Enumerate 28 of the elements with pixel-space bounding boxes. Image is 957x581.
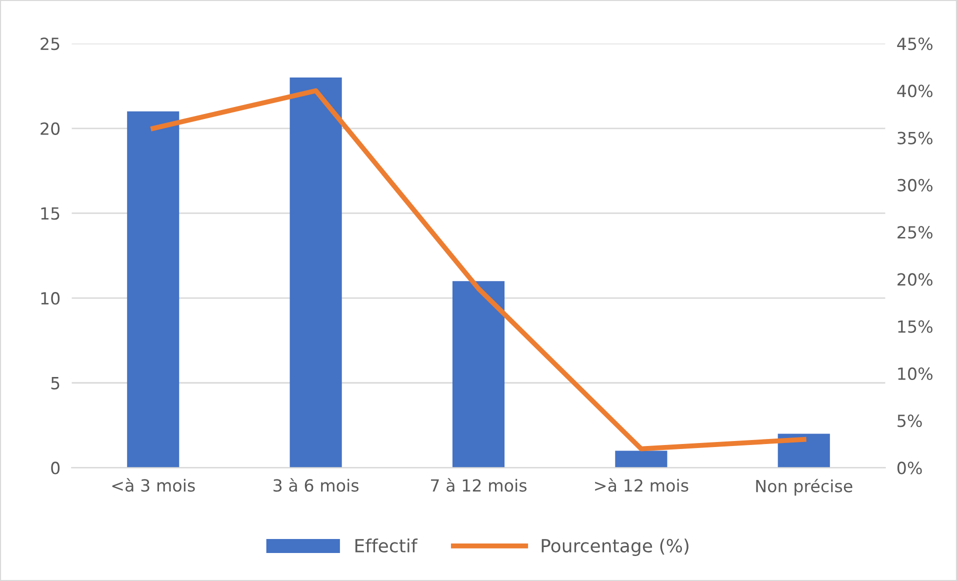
y2-tick-label: 40% (897, 84, 932, 98)
y2-tick-label: 30% (898, 178, 932, 192)
y-tick-label: 0 (51, 462, 60, 474)
y2-tick-label: 25% (898, 226, 932, 239)
bar (452, 281, 505, 468)
x-tick-label: >à 12 mois (595, 478, 688, 492)
y-tick-label: 25 (40, 38, 60, 50)
y2-tick-label: 10% (898, 367, 932, 380)
x-tick-label: 3 à 6 mois (274, 478, 359, 492)
x-tick-label: 7 à 12 mois (431, 478, 527, 492)
y-tick-label: 20 (40, 122, 60, 135)
y2-tick-label: 35% (898, 132, 932, 144)
legend-label: Pourcentage (%) (542, 538, 688, 556)
y2-tick-label: 5% (898, 414, 922, 428)
y-tick-label: 15 (41, 207, 60, 220)
x-tick-label: <à 3 mois (112, 478, 195, 492)
bar (127, 111, 180, 468)
bar (290, 78, 342, 468)
legend-label: Effectif (355, 538, 418, 553)
y2-tick-label: 15% (898, 320, 932, 333)
y-tick-label: 10 (41, 292, 60, 305)
y2-tick-label: 45% (897, 38, 932, 50)
y2-tick-label: 0% (897, 462, 922, 474)
bar (615, 450, 668, 468)
line-series (150, 88, 806, 452)
x-tick-label: Non précise (756, 478, 852, 496)
y2-tick-label: 20% (898, 273, 932, 286)
y-tick-label: 5 (51, 377, 60, 390)
